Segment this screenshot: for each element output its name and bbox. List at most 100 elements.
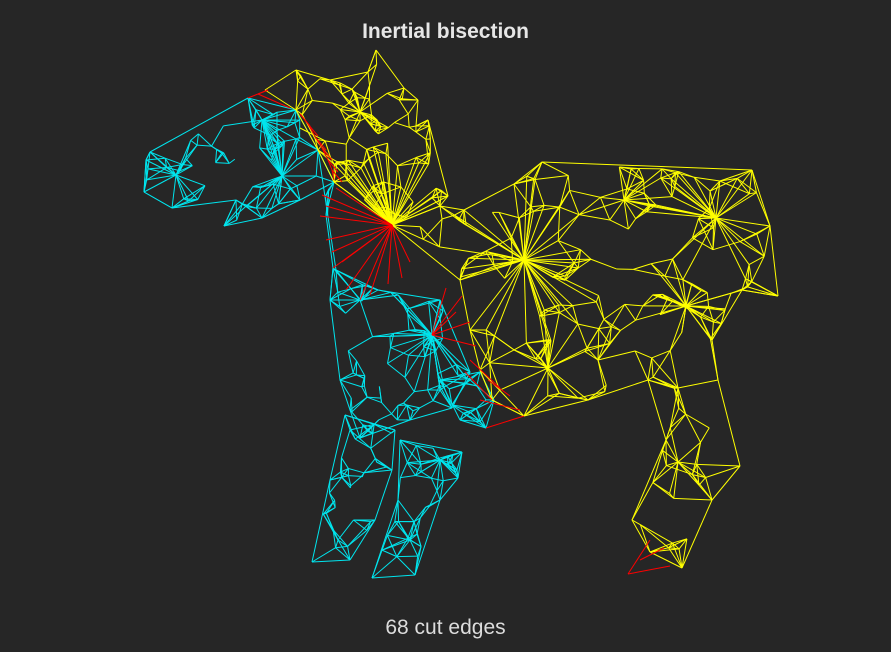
mesh-edge-b <box>333 161 338 183</box>
mesh-edge-b <box>523 176 528 261</box>
mesh-edge-b <box>468 257 525 261</box>
mesh-edge-a <box>451 382 467 406</box>
mesh-edge-b <box>673 388 680 409</box>
mesh-edge-b <box>597 359 606 392</box>
mesh-edge-b <box>572 305 579 325</box>
mesh-edge-a <box>431 334 471 373</box>
mesh-edge-b <box>359 98 370 113</box>
mesh-edge-b <box>333 180 348 183</box>
cut-edge <box>627 539 651 575</box>
mesh-edge-b <box>374 126 382 132</box>
mesh-edge-b <box>623 196 672 201</box>
mesh-edge-a <box>284 138 297 142</box>
mesh-edge-b <box>491 399 525 417</box>
mesh-edge-b <box>739 241 765 257</box>
mesh-edge-b <box>634 350 652 359</box>
mesh-edge-a <box>347 350 357 362</box>
mesh-edge-b <box>696 464 700 486</box>
mesh-edge-a <box>143 174 177 193</box>
mesh-edge-a <box>390 291 399 296</box>
mesh-edge-b <box>300 75 309 90</box>
mesh-edge-b <box>715 169 753 219</box>
mesh-edge-b <box>649 542 673 553</box>
partition-a-edges <box>143 97 495 579</box>
mesh-edge-a <box>409 410 414 421</box>
mesh-edge-b <box>665 413 687 441</box>
mesh-edge-b <box>748 264 753 282</box>
mesh-edge-b <box>341 88 353 95</box>
mesh-edge-b <box>381 181 384 195</box>
mesh-edge-b <box>558 304 560 313</box>
mesh-edge-a <box>459 419 481 423</box>
mesh-edge-b <box>652 376 679 389</box>
mesh-edge-b <box>619 166 644 181</box>
mesh-edge-b <box>485 329 491 363</box>
mesh-edge-b <box>691 283 708 294</box>
mesh-edge-a <box>349 409 361 439</box>
mesh-edge-b <box>351 71 369 90</box>
mesh-edge-a <box>329 476 343 494</box>
mesh-edge-a <box>341 476 351 489</box>
mesh-edge-b <box>682 217 717 280</box>
mesh-edge-b <box>523 206 561 261</box>
mesh-edge-b <box>403 87 419 101</box>
mesh-edge-b <box>661 168 679 173</box>
mesh-edge-b <box>598 326 612 330</box>
mesh-edge-a <box>396 404 408 421</box>
mesh-edge-a <box>335 269 339 293</box>
mesh-edge-b <box>558 304 573 307</box>
mesh-edge-b <box>646 211 717 219</box>
mesh-edge-b <box>669 387 679 428</box>
mesh-edge-b <box>670 178 717 219</box>
mesh-edge-a <box>339 471 343 478</box>
mesh-edge-b <box>344 119 350 138</box>
mesh-edge-b <box>756 233 765 257</box>
cut-edge <box>387 224 393 285</box>
mesh-edge-a <box>407 300 429 310</box>
mesh-edge-a <box>387 534 411 541</box>
mesh-edge-b <box>362 149 368 164</box>
mesh-edge-b <box>569 189 601 198</box>
mesh-edge-b <box>578 196 601 216</box>
mesh-edge-a <box>329 471 341 481</box>
mesh-edge-a <box>420 471 432 479</box>
mesh-edge-a <box>381 539 411 551</box>
mesh-edge-b <box>652 461 679 483</box>
mesh-edge-b <box>415 119 429 127</box>
mesh-edge-b <box>324 140 332 159</box>
mesh-edge-a <box>414 464 422 476</box>
mesh-edge-b <box>513 161 543 185</box>
cut-edge <box>331 224 393 253</box>
mesh-edge-a <box>223 199 237 227</box>
mesh-edge-b <box>295 109 319 151</box>
mesh-edge-a <box>439 378 469 381</box>
mesh-edge-a <box>272 183 291 190</box>
mesh-edge-b <box>623 199 650 206</box>
mesh-edge-a <box>322 499 336 515</box>
mesh-edge-a <box>463 412 481 423</box>
mesh-edge-b <box>460 259 525 278</box>
cut-edge <box>391 224 403 279</box>
mesh-edge-a <box>294 122 301 138</box>
mesh-edge-a <box>215 149 218 163</box>
mesh-edge-b <box>661 168 672 180</box>
mesh-edge-a <box>286 119 300 128</box>
mesh-edge-a <box>362 284 367 287</box>
mesh-edge-a <box>350 476 362 487</box>
mesh-edge-a <box>271 175 283 209</box>
mesh-edge-a <box>166 163 183 169</box>
mesh-edge-a <box>413 506 426 522</box>
mesh-edge-b <box>603 318 612 328</box>
mesh-edge-b <box>296 71 302 77</box>
mesh-edge-a <box>428 301 441 320</box>
mesh-edge-a <box>337 291 361 301</box>
mesh-edge-b <box>373 190 382 195</box>
mesh-edge-b <box>468 250 486 259</box>
mesh-edge-b <box>569 190 580 215</box>
mesh-edge-b <box>586 347 599 361</box>
mesh-edge-a <box>366 521 372 531</box>
mesh-edge-b <box>523 392 560 417</box>
mesh-edge-a <box>396 556 416 576</box>
mesh-edge-b <box>668 542 673 549</box>
cut-edge <box>335 187 393 226</box>
